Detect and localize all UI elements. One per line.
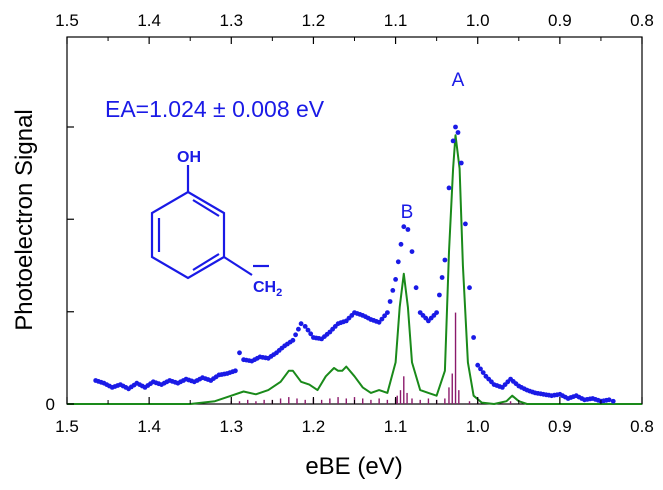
y-axis-title: Photoelectron Signal	[11, 109, 38, 330]
data-point	[450, 138, 456, 144]
x-tick-label-top: 1.2	[302, 11, 326, 30]
data-point	[442, 257, 448, 263]
x-tick-label-bottom: 1.2	[302, 417, 326, 436]
data-point	[308, 331, 314, 337]
benzene-ring	[150, 190, 226, 280]
data-point	[437, 292, 442, 298]
x-tick-label-bottom: 1.5	[55, 417, 79, 436]
axis-ticks: 1.5 1.5 1.4 1.4 1.3 1.3 1.2 1.2 1.1 1.1 1.0 1.0 0.9 0…	[46, 11, 654, 436]
molecule-structure	[150, 165, 269, 280]
simulated-line	[67, 134, 642, 405]
ch2-bond	[223, 256, 253, 276]
x-tick-label-top: 1.3	[219, 11, 243, 30]
x-tick-label-bottom: 0.9	[548, 417, 572, 436]
data-point	[471, 335, 476, 340]
data-point	[463, 221, 468, 227]
data-point	[379, 316, 385, 322]
data-point	[398, 241, 404, 247]
x-tick-label-top: 1.1	[384, 11, 408, 30]
data-point	[385, 310, 390, 315]
data-point	[478, 366, 483, 372]
data-point	[475, 362, 481, 368]
data-point	[302, 324, 308, 329]
data-point	[233, 368, 238, 374]
data-point	[446, 185, 452, 191]
data-point	[480, 370, 486, 375]
data-point	[290, 337, 296, 343]
data-point	[237, 350, 242, 356]
data-point	[293, 332, 298, 338]
simulated-spectrum	[67, 134, 642, 405]
data-point	[401, 224, 407, 230]
y-tick-label: 0	[46, 395, 55, 414]
data-point	[387, 299, 393, 304]
molecule-ch-text: CH	[253, 279, 276, 296]
molecule-oh-label: OH	[177, 149, 201, 166]
ring-double-bond-3	[192, 199, 220, 217]
data-point	[467, 285, 472, 291]
x-tick-label-top: 0.9	[548, 11, 572, 30]
x-tick-label-bottom: 1.0	[466, 417, 490, 436]
data-point	[434, 310, 439, 315]
data-point	[376, 319, 382, 325]
peak-a-label: A	[452, 70, 465, 91]
data-point	[390, 288, 396, 293]
data-point	[413, 285, 419, 291]
data-point	[405, 227, 411, 232]
x-tick-label-bottom: 1.4	[137, 417, 161, 436]
experimental-spectrum	[93, 124, 616, 404]
molecule-ch-label: CH2	[253, 279, 282, 299]
x-tick-label-top: 1.0	[466, 11, 490, 30]
data-point	[458, 160, 464, 166]
x-tick-label-top: 0.8	[630, 11, 654, 30]
ea-annotation: EA=1.024 ± 0.008 eV	[105, 96, 325, 122]
data-point	[298, 321, 304, 327]
x-tick-label-bottom: 1.3	[219, 417, 243, 436]
data-point	[382, 313, 387, 319]
molecule-subscript: 2	[276, 287, 282, 299]
peak-b-label: B	[401, 202, 414, 223]
data-point	[439, 275, 445, 280]
plot-frame	[66, 36, 643, 405]
data-point	[305, 327, 311, 333]
data-point	[606, 397, 612, 403]
x-tick-label-bottom: 1.1	[384, 417, 408, 436]
x-tick-label-top: 1.4	[137, 11, 161, 30]
data-point	[296, 326, 301, 332]
x-tick-label-top: 1.5	[55, 11, 79, 30]
ring-double-bond-2	[192, 253, 220, 271]
data-point	[409, 249, 415, 255]
x-axis-title: eBE (eV)	[305, 453, 402, 480]
data-point	[393, 277, 398, 282]
x-tick-label-bottom: 0.8	[630, 417, 654, 436]
data-point	[453, 124, 458, 130]
data-point	[395, 259, 401, 265]
data-point	[610, 398, 616, 404]
data-point	[455, 130, 461, 135]
